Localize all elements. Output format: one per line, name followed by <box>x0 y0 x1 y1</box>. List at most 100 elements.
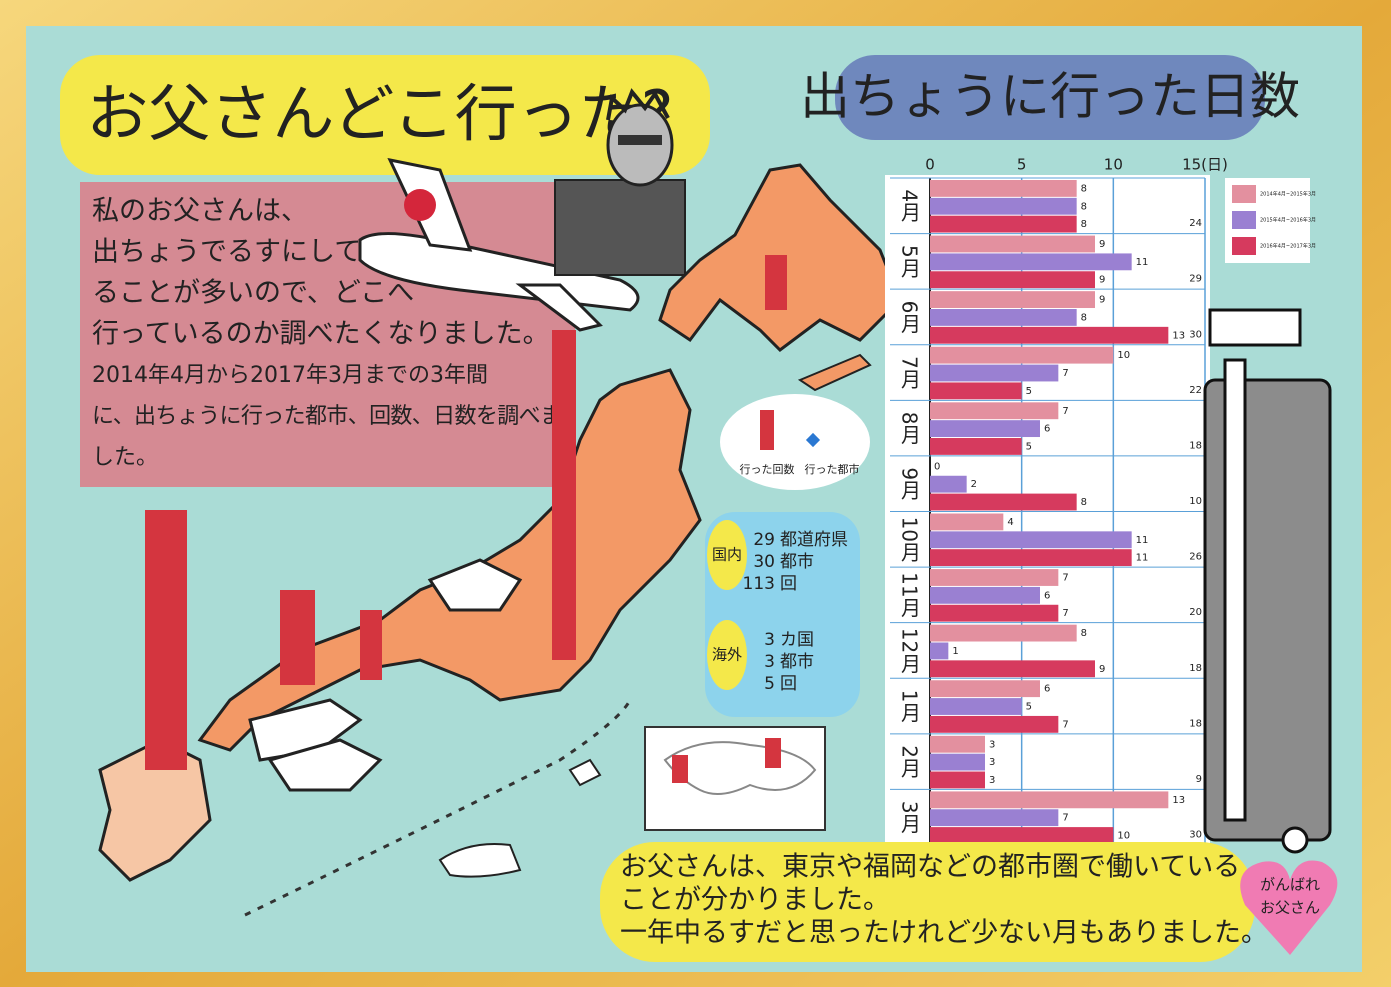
bar <box>930 680 1040 697</box>
value-label: 13 <box>1172 795 1185 806</box>
summary-unit: 都市 <box>780 652 814 672</box>
map-legend-label: 行った都市 <box>805 463 860 476</box>
intro-line: 2014年4月から2017年3月までの3年間 <box>92 363 488 388</box>
row-total: 22 <box>1189 385 1202 396</box>
summary-value: 3 <box>764 630 775 650</box>
summary-value: 3 <box>764 652 775 672</box>
value-label: 3 <box>989 775 995 786</box>
value-label: 5 <box>1026 702 1032 713</box>
bar <box>930 791 1168 808</box>
row-total: 20 <box>1189 607 1202 618</box>
legend-label: 2014年4月~2015年3月 <box>1260 191 1316 198</box>
y-tick-label: 10月 <box>898 517 922 562</box>
row-total: 30 <box>1189 830 1202 841</box>
y-tick-label: 1月 <box>898 690 922 723</box>
value-label: 5 <box>1026 441 1032 452</box>
intro-line: 行っているのか調べたくなりました。 <box>92 319 550 350</box>
bar <box>930 382 1022 399</box>
conclusion-line: 一年中るすだと思ったけれど少ない月もありました。 <box>620 918 1268 949</box>
value-label: 13 <box>1172 330 1185 341</box>
conclusion-line: お父さんは、東京や福岡などの都市圏で働いている <box>620 852 1240 883</box>
y-tick-label: 6月 <box>898 301 922 334</box>
bar <box>930 809 1058 826</box>
bar <box>930 420 1040 437</box>
legend-label: 2015年4月~2016年3月 <box>1260 217 1316 224</box>
bar <box>930 531 1132 548</box>
bar <box>930 569 1058 586</box>
bar <box>930 402 1058 419</box>
value-label: 1 <box>952 646 958 657</box>
cheer-text: がんばれ <box>1260 876 1320 894</box>
chart-title: 出ちょうに行った日数 <box>800 68 1300 126</box>
poster: お父さんどこ行った? 私のお父さんは、出ちょうでるすにしていることが多いので、ど… <box>0 0 1391 987</box>
row-total: 29 <box>1189 274 1202 285</box>
value-label: 2 <box>971 479 977 490</box>
value-label: 8 <box>1081 201 1087 212</box>
legend-swatch <box>1232 211 1256 229</box>
value-label: 8 <box>1081 183 1087 194</box>
summary-value: 29 <box>753 530 775 550</box>
value-label: 10 <box>1117 831 1130 842</box>
world-bar <box>672 755 688 783</box>
value-label: 8 <box>1081 497 1087 508</box>
title: お父さんどこ行った? <box>86 77 673 150</box>
value-label: 6 <box>1044 684 1050 695</box>
bar <box>930 309 1077 326</box>
x-tick-label: 10 <box>1104 156 1123 174</box>
bar <box>930 549 1132 566</box>
bar <box>930 736 985 753</box>
bar <box>930 347 1113 364</box>
bar <box>930 236 1095 253</box>
summary-unit: 回 <box>780 674 797 694</box>
bar <box>930 198 1077 215</box>
bar <box>930 772 985 789</box>
y-tick-label: 9月 <box>898 467 922 500</box>
y-tick-label: 11月 <box>898 572 922 617</box>
bar <box>930 827 1113 844</box>
value-label: 7 <box>1062 573 1068 584</box>
y-tick-label: 8月 <box>898 412 922 445</box>
legend-swatch <box>1232 185 1256 203</box>
value-label: 4 <box>1007 517 1013 528</box>
value-label: 11 <box>1136 553 1149 564</box>
y-tick-label: 12月 <box>898 628 922 673</box>
world-bar <box>765 738 781 768</box>
bar <box>930 716 1058 733</box>
bar <box>930 660 1095 677</box>
map-legend-label: 行った回数 <box>740 463 795 476</box>
value-label: 7 <box>1062 719 1068 730</box>
value-label: 0 <box>934 461 940 472</box>
map-legend-bar <box>760 410 774 450</box>
summary-value: 30 <box>753 552 775 572</box>
bar <box>930 605 1058 622</box>
bar <box>930 438 1022 455</box>
value-label: 8 <box>1081 628 1087 639</box>
value-label: 7 <box>1062 813 1068 824</box>
bar <box>930 476 967 493</box>
value-label: 3 <box>989 757 995 768</box>
value-label: 5 <box>1026 386 1032 397</box>
x-tick-label: 0 <box>925 156 935 174</box>
bar <box>930 625 1077 642</box>
intro-line: 出ちょうでるすにしてい <box>92 237 388 268</box>
value-label: 7 <box>1062 368 1068 379</box>
legend-label: 2016年4月~2017年3月 <box>1260 243 1316 250</box>
value-label: 7 <box>1062 608 1068 619</box>
value-label: 6 <box>1044 590 1050 601</box>
value-label: 6 <box>1044 424 1050 435</box>
summary-value: 113 <box>743 574 775 594</box>
y-tick-label: 7月 <box>898 356 922 389</box>
y-tick-label: 5月 <box>898 245 922 278</box>
summary-unit: カ国 <box>780 630 814 650</box>
row-total: 26 <box>1189 552 1202 563</box>
value-label: 11 <box>1136 257 1149 268</box>
value-label: 9 <box>1099 239 1105 250</box>
bar <box>930 216 1077 233</box>
suitcase <box>1205 310 1330 852</box>
intro-line: ることが多いので、どこへ <box>92 278 414 309</box>
summary-label: 国内 <box>712 546 742 564</box>
bar <box>930 271 1095 288</box>
intro-line: に、出ちょうに行った都市、回数、日数を調べま <box>92 404 562 429</box>
legend-swatch <box>1232 237 1256 255</box>
row-total: 18 <box>1189 663 1202 674</box>
